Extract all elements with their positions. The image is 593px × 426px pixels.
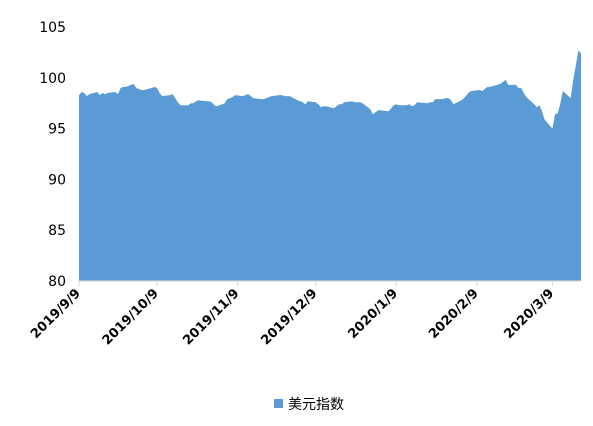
- legend: 美元指数: [274, 397, 344, 413]
- x-axis-tick-marks: [78, 281, 553, 286]
- x-tick-label: 2020/3/9: [502, 286, 558, 342]
- y-tick-label: 100: [39, 71, 66, 87]
- legend-swatch: [274, 399, 283, 408]
- legend-label: 美元指数: [288, 397, 344, 413]
- x-axis-tick-labels: 2019/9/9 2019/10/9 2019/11/9 2019/12/9 2020/…: [28, 286, 557, 348]
- plot-area: [79, 50, 581, 282]
- y-tick-label: 80: [48, 274, 66, 290]
- x-tick-label: 2019/11/9: [180, 286, 242, 348]
- y-tick-label: 95: [48, 122, 66, 138]
- x-tick-label: 2020/1/9: [345, 286, 401, 342]
- y-axis-tick-labels: 80 85 90 95 100 105: [39, 20, 66, 290]
- x-tick-label: 2019/10/9: [100, 286, 162, 348]
- y-tick-label: 85: [48, 223, 66, 239]
- y-tick-label: 105: [39, 20, 66, 36]
- area-series-dollar-index: [79, 50, 581, 282]
- x-tick-label: 2020/2/9: [426, 286, 482, 342]
- x-tick-label: 2019/9/9: [28, 286, 84, 342]
- x-tick-label: 2019/12/9: [258, 286, 320, 348]
- y-tick-label: 90: [48, 172, 66, 188]
